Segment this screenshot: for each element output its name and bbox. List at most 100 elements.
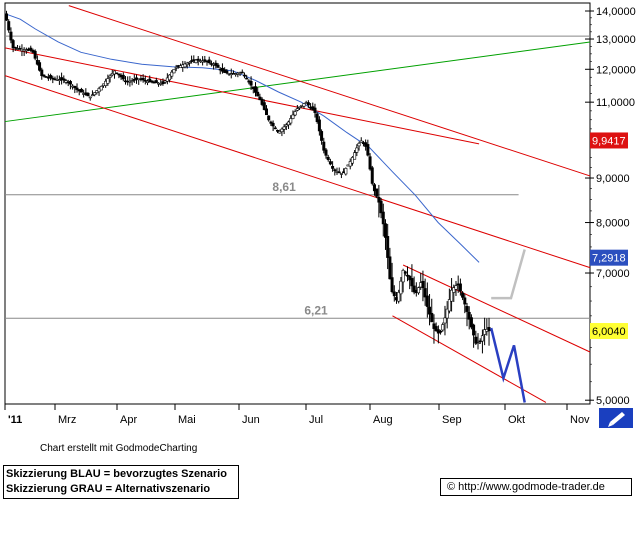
candle-body (469, 317, 473, 328)
website-link[interactable]: © http://www.godmode-trader.de (440, 478, 632, 496)
candle-body (357, 142, 361, 147)
candle-body (174, 67, 178, 69)
candle-body (216, 64, 220, 68)
plot-area (4, 2, 591, 405)
x-tick-label: Apr (120, 414, 137, 426)
candle-body (64, 80, 68, 83)
candle-body (315, 113, 319, 122)
trendline (4, 75, 591, 269)
trendlines (4, 5, 591, 403)
candle-body (474, 336, 478, 344)
candle-body (148, 78, 152, 83)
candle-body (90, 94, 94, 97)
candle-body (278, 131, 282, 134)
trendline (402, 264, 591, 353)
candle-body (115, 72, 119, 75)
candle-body (320, 131, 324, 141)
candle-body (306, 102, 310, 106)
candle-body (108, 75, 112, 78)
candle-body (287, 121, 291, 126)
candle-body (458, 283, 462, 292)
candle-body (117, 73, 121, 76)
candle-body (150, 80, 154, 83)
candle-body (214, 62, 218, 66)
candle-body (487, 327, 491, 332)
candle-body (262, 102, 266, 110)
candle-body (372, 184, 376, 192)
candle-body (421, 280, 425, 289)
x-tick-label: Sep (442, 414, 462, 426)
candle-body (187, 62, 191, 64)
candle-body (410, 278, 414, 287)
candle-body (242, 74, 246, 77)
candle-body (377, 196, 381, 203)
candle-body (379, 200, 383, 214)
candle-body (366, 144, 370, 156)
candle-body (7, 21, 11, 31)
candle-body (401, 270, 405, 283)
candle-body (280, 128, 284, 133)
candle-body (443, 317, 447, 324)
candle-body (141, 78, 145, 81)
candle-body (276, 129, 280, 132)
candle-body (207, 59, 211, 64)
candle-body (326, 156, 330, 160)
candle-body (388, 256, 392, 280)
level-label: 8,61 (272, 180, 296, 194)
candle-body (386, 236, 390, 258)
candle-body (359, 140, 363, 143)
candle-body (33, 50, 37, 59)
pencil-icon[interactable] (608, 412, 625, 427)
candle-body (425, 295, 429, 307)
candle-body (355, 147, 359, 153)
candle-body (324, 149, 328, 156)
candle-body (240, 71, 244, 74)
x-tick-label: Jul (309, 414, 323, 426)
price-badge (590, 323, 628, 340)
candle-body (461, 292, 465, 298)
candle-body (282, 126, 286, 130)
candle-body (445, 308, 449, 319)
level-label: 6,21 (304, 303, 328, 317)
candle-body (13, 46, 17, 49)
candle-body (49, 75, 53, 79)
candle-body (298, 106, 302, 109)
candle-body (40, 69, 44, 77)
candle-body (284, 124, 288, 127)
price-badge-label: 7,2918 (592, 253, 626, 265)
price-badge (590, 132, 628, 149)
candle-body (399, 280, 403, 295)
candle-body (194, 59, 198, 64)
candle-body (322, 141, 326, 151)
candle-body (258, 96, 262, 101)
candle-body (291, 114, 295, 119)
candle-body (302, 103, 306, 107)
candle-body (434, 326, 438, 332)
candle-body (256, 91, 260, 97)
candle-body (260, 98, 264, 105)
candle-body (441, 324, 445, 331)
candle-body (99, 86, 103, 91)
candle-body (313, 107, 317, 113)
candle-body (397, 292, 401, 302)
candle-body (143, 79, 147, 82)
x-tick-label: Mai (178, 414, 196, 426)
price-badge (590, 249, 628, 266)
candle-body (465, 306, 469, 312)
x-tick-label: '11 (8, 414, 22, 426)
moving-average-line (4, 13, 480, 263)
candle-body (447, 299, 451, 312)
y-tick-label: 11,0000 (596, 97, 635, 109)
candle-body (348, 161, 352, 167)
candle-body (185, 62, 189, 65)
chart-credit: Chart erstellt mit GodmodeCharting (40, 443, 198, 454)
trendline (4, 47, 480, 145)
candlesticks (5, 10, 491, 354)
candle-body (132, 79, 136, 81)
candle-body (18, 47, 22, 50)
candle-body (269, 121, 273, 124)
candle-body (463, 297, 467, 305)
y-tick-label: 14,0000 (596, 6, 636, 18)
scenario-gray (491, 249, 526, 300)
candle-body (328, 161, 332, 165)
